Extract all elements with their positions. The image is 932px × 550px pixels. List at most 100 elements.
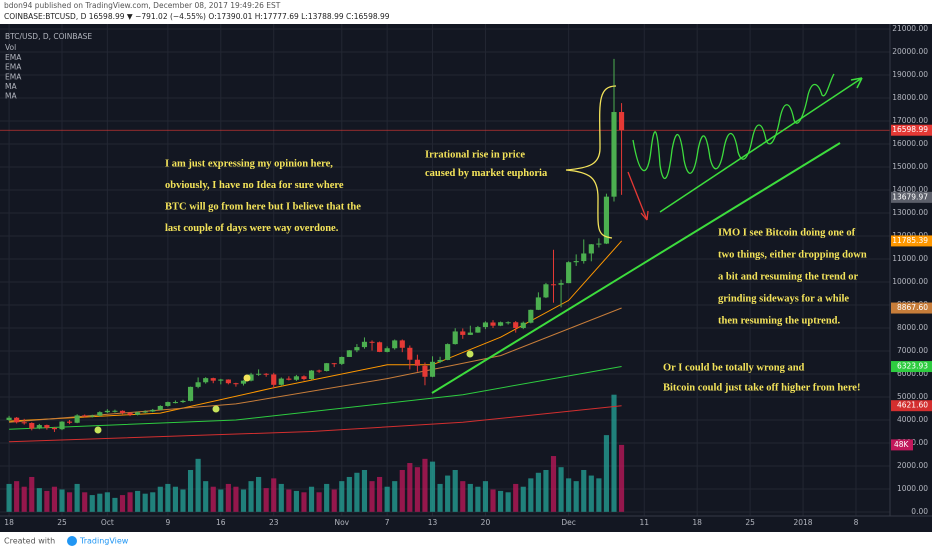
volume-bar (361, 469, 368, 512)
candle-body (377, 342, 383, 352)
x-tick-label: 8 (854, 518, 859, 527)
candle-body (324, 363, 330, 372)
price-label-bg (891, 191, 932, 203)
annotation-line: Irrational rise in price (425, 149, 525, 160)
footer-text: Created with (4, 537, 55, 546)
candle-body (119, 410, 126, 413)
y-tick-label: 21000.00 (892, 24, 928, 33)
price-label: 8867.60 (897, 303, 928, 312)
annotation-line: Bitcoin could just take off higher from … (663, 382, 860, 393)
volume-bar (278, 483, 284, 512)
volume-bar (142, 493, 148, 512)
volume-bar (308, 486, 315, 512)
axes: 0.001000.002000.003000.004000.005000.006… (4, 24, 932, 527)
volume-bar (324, 483, 330, 512)
indicator-line (9, 405, 622, 443)
candle-body (414, 359, 420, 366)
volume-bar (611, 394, 617, 512)
x-tick-label: 18 (692, 518, 702, 527)
y-tick-label: 4000.00 (897, 415, 928, 424)
annotation-line: then resuming the uptrend. (718, 315, 841, 326)
trend-arrow (659, 77, 863, 213)
candle-body (225, 379, 231, 384)
candle-body (286, 378, 292, 380)
volume-bar (112, 497, 118, 512)
candle-body (384, 348, 390, 352)
x-tick-label: 9 (165, 518, 170, 527)
candle-body (308, 370, 315, 380)
volume-bar (460, 481, 466, 512)
candle-body (256, 373, 262, 375)
volume-bar (51, 486, 58, 512)
volume-bar (203, 481, 209, 512)
volume-bar (286, 489, 292, 512)
candle-body (104, 410, 110, 413)
volume-bar (248, 481, 254, 512)
annotation-line: grinding sideways for a while (718, 293, 849, 304)
candle-body (437, 359, 443, 362)
volume-bar (588, 475, 594, 512)
candle-body (550, 284, 557, 286)
candle-body (354, 347, 360, 351)
x-tick-label: 2018 (793, 518, 812, 527)
candle-body (36, 425, 42, 429)
volume-bar (505, 492, 511, 512)
volume-bar (392, 481, 398, 512)
candle-body (233, 383, 239, 385)
ticker: COINBASE:BTCUSD, D 16598.99 ▼ −791.02 (−… (4, 12, 390, 21)
x-tick-label: Nov (334, 518, 349, 527)
volume-bar (210, 486, 216, 512)
candle-body (82, 415, 88, 417)
volume-bar (346, 476, 352, 512)
x-tick-label: 25 (745, 518, 755, 527)
candle-body (74, 415, 80, 423)
volume-bar (354, 472, 360, 512)
legend-item: MA (5, 82, 17, 91)
volume-bar (82, 492, 88, 512)
x-tick-label: 23 (269, 518, 279, 527)
candle-body (331, 363, 337, 365)
x-tick-label: 18 (4, 518, 14, 527)
candle-body (596, 243, 602, 245)
volume-label-bg (891, 439, 913, 451)
candle-body (399, 340, 405, 348)
candle-body (89, 415, 95, 417)
annotation-line: Or I could be totally wrong and (663, 362, 805, 373)
candle-body (187, 386, 194, 401)
legend-item: Vol (5, 43, 16, 52)
legend-item: EMA (5, 53, 22, 62)
volume-bar (97, 493, 103, 512)
candle-body (301, 376, 307, 380)
candle-body (475, 327, 481, 333)
y-tick-label: 11000.00 (892, 254, 928, 263)
y-tick-label: 7000.00 (897, 346, 928, 355)
volume-bar (558, 467, 564, 512)
candle-body (528, 309, 534, 323)
price-label-bg (891, 302, 932, 314)
annotation-line: BTC will go from here but I believe that… (165, 201, 361, 212)
candle-body (127, 412, 133, 415)
price-label: 13679.97 (892, 192, 928, 201)
candle-body (543, 284, 549, 298)
candle-body (339, 356, 345, 364)
volume-bar (520, 486, 526, 512)
drop-arrow (627, 171, 648, 221)
candle-body (263, 373, 269, 375)
candle-body (195, 382, 201, 387)
y-tick-label: 17000.00 (892, 116, 928, 125)
annotation-line: I am just expressing my opinion here, (165, 158, 333, 169)
candle-body (573, 261, 579, 263)
volume-bar (263, 488, 269, 512)
y-tick-label: 2000.00 (897, 461, 928, 470)
volume-bar (498, 490, 504, 512)
candle-body (66, 421, 73, 423)
volume-bar (437, 483, 443, 512)
volume-bar (301, 492, 307, 512)
x-tick-label: Oct (101, 518, 114, 527)
price-label-bg (891, 124, 932, 136)
price-label: 11785.39 (892, 236, 928, 245)
volume-bar (59, 489, 65, 512)
y-tick-label: 20000.00 (892, 47, 928, 56)
trend-line (431, 142, 841, 394)
